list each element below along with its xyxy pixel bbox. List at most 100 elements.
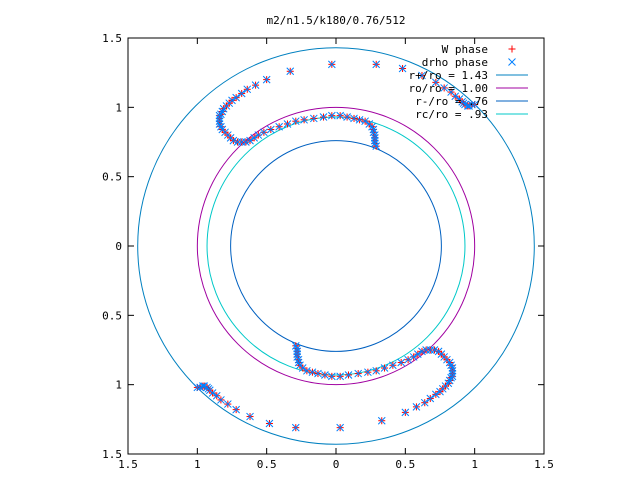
data-point: [336, 423, 345, 432]
legend-label: drho phase: [422, 56, 488, 69]
data-point: [232, 93, 241, 102]
legend-marker: [508, 45, 516, 53]
data-point: [343, 113, 351, 121]
data-point: [397, 358, 406, 367]
data-point: [286, 67, 295, 76]
y-tick-label: 1: [115, 101, 122, 114]
data-point: [336, 372, 345, 381]
plot-frame: [127, 37, 545, 455]
scatter-series: [193, 60, 479, 432]
data-point: [229, 136, 238, 145]
data-point: [344, 371, 353, 379]
x-tick-label: 0.5: [257, 458, 277, 471]
data-point: [364, 368, 372, 377]
data-point: [275, 122, 284, 131]
series-1: [193, 60, 479, 432]
x-tick-label: 1: [194, 458, 201, 471]
data-point: [431, 390, 440, 399]
data-point: [327, 60, 336, 69]
circle-3: [206, 116, 466, 376]
data-point: [418, 347, 426, 356]
data-point: [372, 142, 381, 151]
data-point: [293, 353, 302, 361]
y-tick-label: 0.5: [102, 309, 122, 322]
data-point: [309, 114, 318, 123]
data-point: [293, 350, 302, 359]
data-point: [361, 117, 369, 126]
y-tick-label: 0: [115, 240, 122, 253]
data-point: [434, 347, 443, 356]
data-point: [242, 138, 250, 146]
data-point: [327, 111, 336, 120]
data-point: [303, 366, 311, 375]
data-point: [321, 371, 329, 379]
data-point: [440, 84, 449, 92]
data-point: [401, 408, 410, 417]
x-tick-label: 0: [333, 458, 340, 471]
data-point: [377, 416, 386, 425]
y-tick-label: 1.5: [102, 448, 122, 461]
y-tick-label: 0.5: [102, 171, 122, 184]
data-point: [448, 369, 457, 378]
data-point: [448, 372, 457, 381]
data-point: [370, 131, 379, 139]
data-point: [223, 400, 232, 408]
circle-2: [230, 140, 442, 352]
data-point: [354, 369, 363, 378]
data-point: [465, 102, 473, 110]
data-point: [265, 419, 274, 428]
legend-label: W phase: [442, 43, 488, 56]
data-point: [215, 114, 224, 123]
x-tick-label: 0.5: [395, 458, 415, 471]
data-point: [260, 128, 268, 137]
data-point: [372, 60, 381, 69]
y-tick-label: 1.5: [102, 32, 122, 45]
data-point: [431, 78, 440, 87]
data-point: [291, 341, 300, 350]
data-point: [388, 361, 397, 370]
data-point: [266, 125, 275, 134]
data-point: [199, 382, 207, 390]
data-point: [336, 111, 345, 120]
data-point: [426, 394, 435, 403]
legend-label: rc/ro = .93: [415, 108, 488, 121]
data-point: [418, 71, 426, 80]
circle-1: [196, 106, 476, 386]
data-point: [232, 405, 241, 414]
data-point: [319, 113, 328, 121]
data-point: [413, 350, 422, 359]
y-tick-label: 1: [115, 379, 122, 392]
radius-circles: [137, 47, 535, 445]
data-point: [455, 95, 464, 103]
data-point: [380, 364, 389, 372]
data-point: [217, 396, 225, 404]
legend-label: r-/ro = .76: [415, 95, 488, 108]
data-point: [370, 133, 379, 142]
data-point: [300, 115, 308, 124]
data-point: [208, 389, 217, 397]
x-tick-label: 1.5: [118, 458, 138, 471]
chart-title: m2/n1.5/k180/0.76/512: [266, 14, 405, 27]
data-point: [246, 412, 254, 421]
legend-label: r+/ro = 1.43: [409, 69, 488, 82]
data-point: [291, 117, 300, 126]
legend-label: ro/ro = 1.00: [409, 82, 488, 95]
data-point: [422, 346, 430, 354]
data-point: [262, 75, 271, 84]
data-point: [243, 85, 252, 94]
data-point: [447, 88, 455, 96]
data-point: [283, 120, 292, 128]
data-point: [409, 353, 418, 361]
data-point: [246, 136, 254, 145]
data-point: [372, 366, 381, 375]
x-tick-label: 1.5: [534, 458, 554, 471]
legend-marker: [508, 58, 516, 66]
circle-0: [137, 47, 535, 445]
data-point: [420, 398, 429, 407]
data-point: [398, 64, 407, 73]
tick-labels: 1.5 1 0.5 0 0.5 1 1.51.510.500.511.5: [102, 32, 554, 471]
data-point: [404, 355, 412, 364]
data-point: [250, 133, 259, 142]
